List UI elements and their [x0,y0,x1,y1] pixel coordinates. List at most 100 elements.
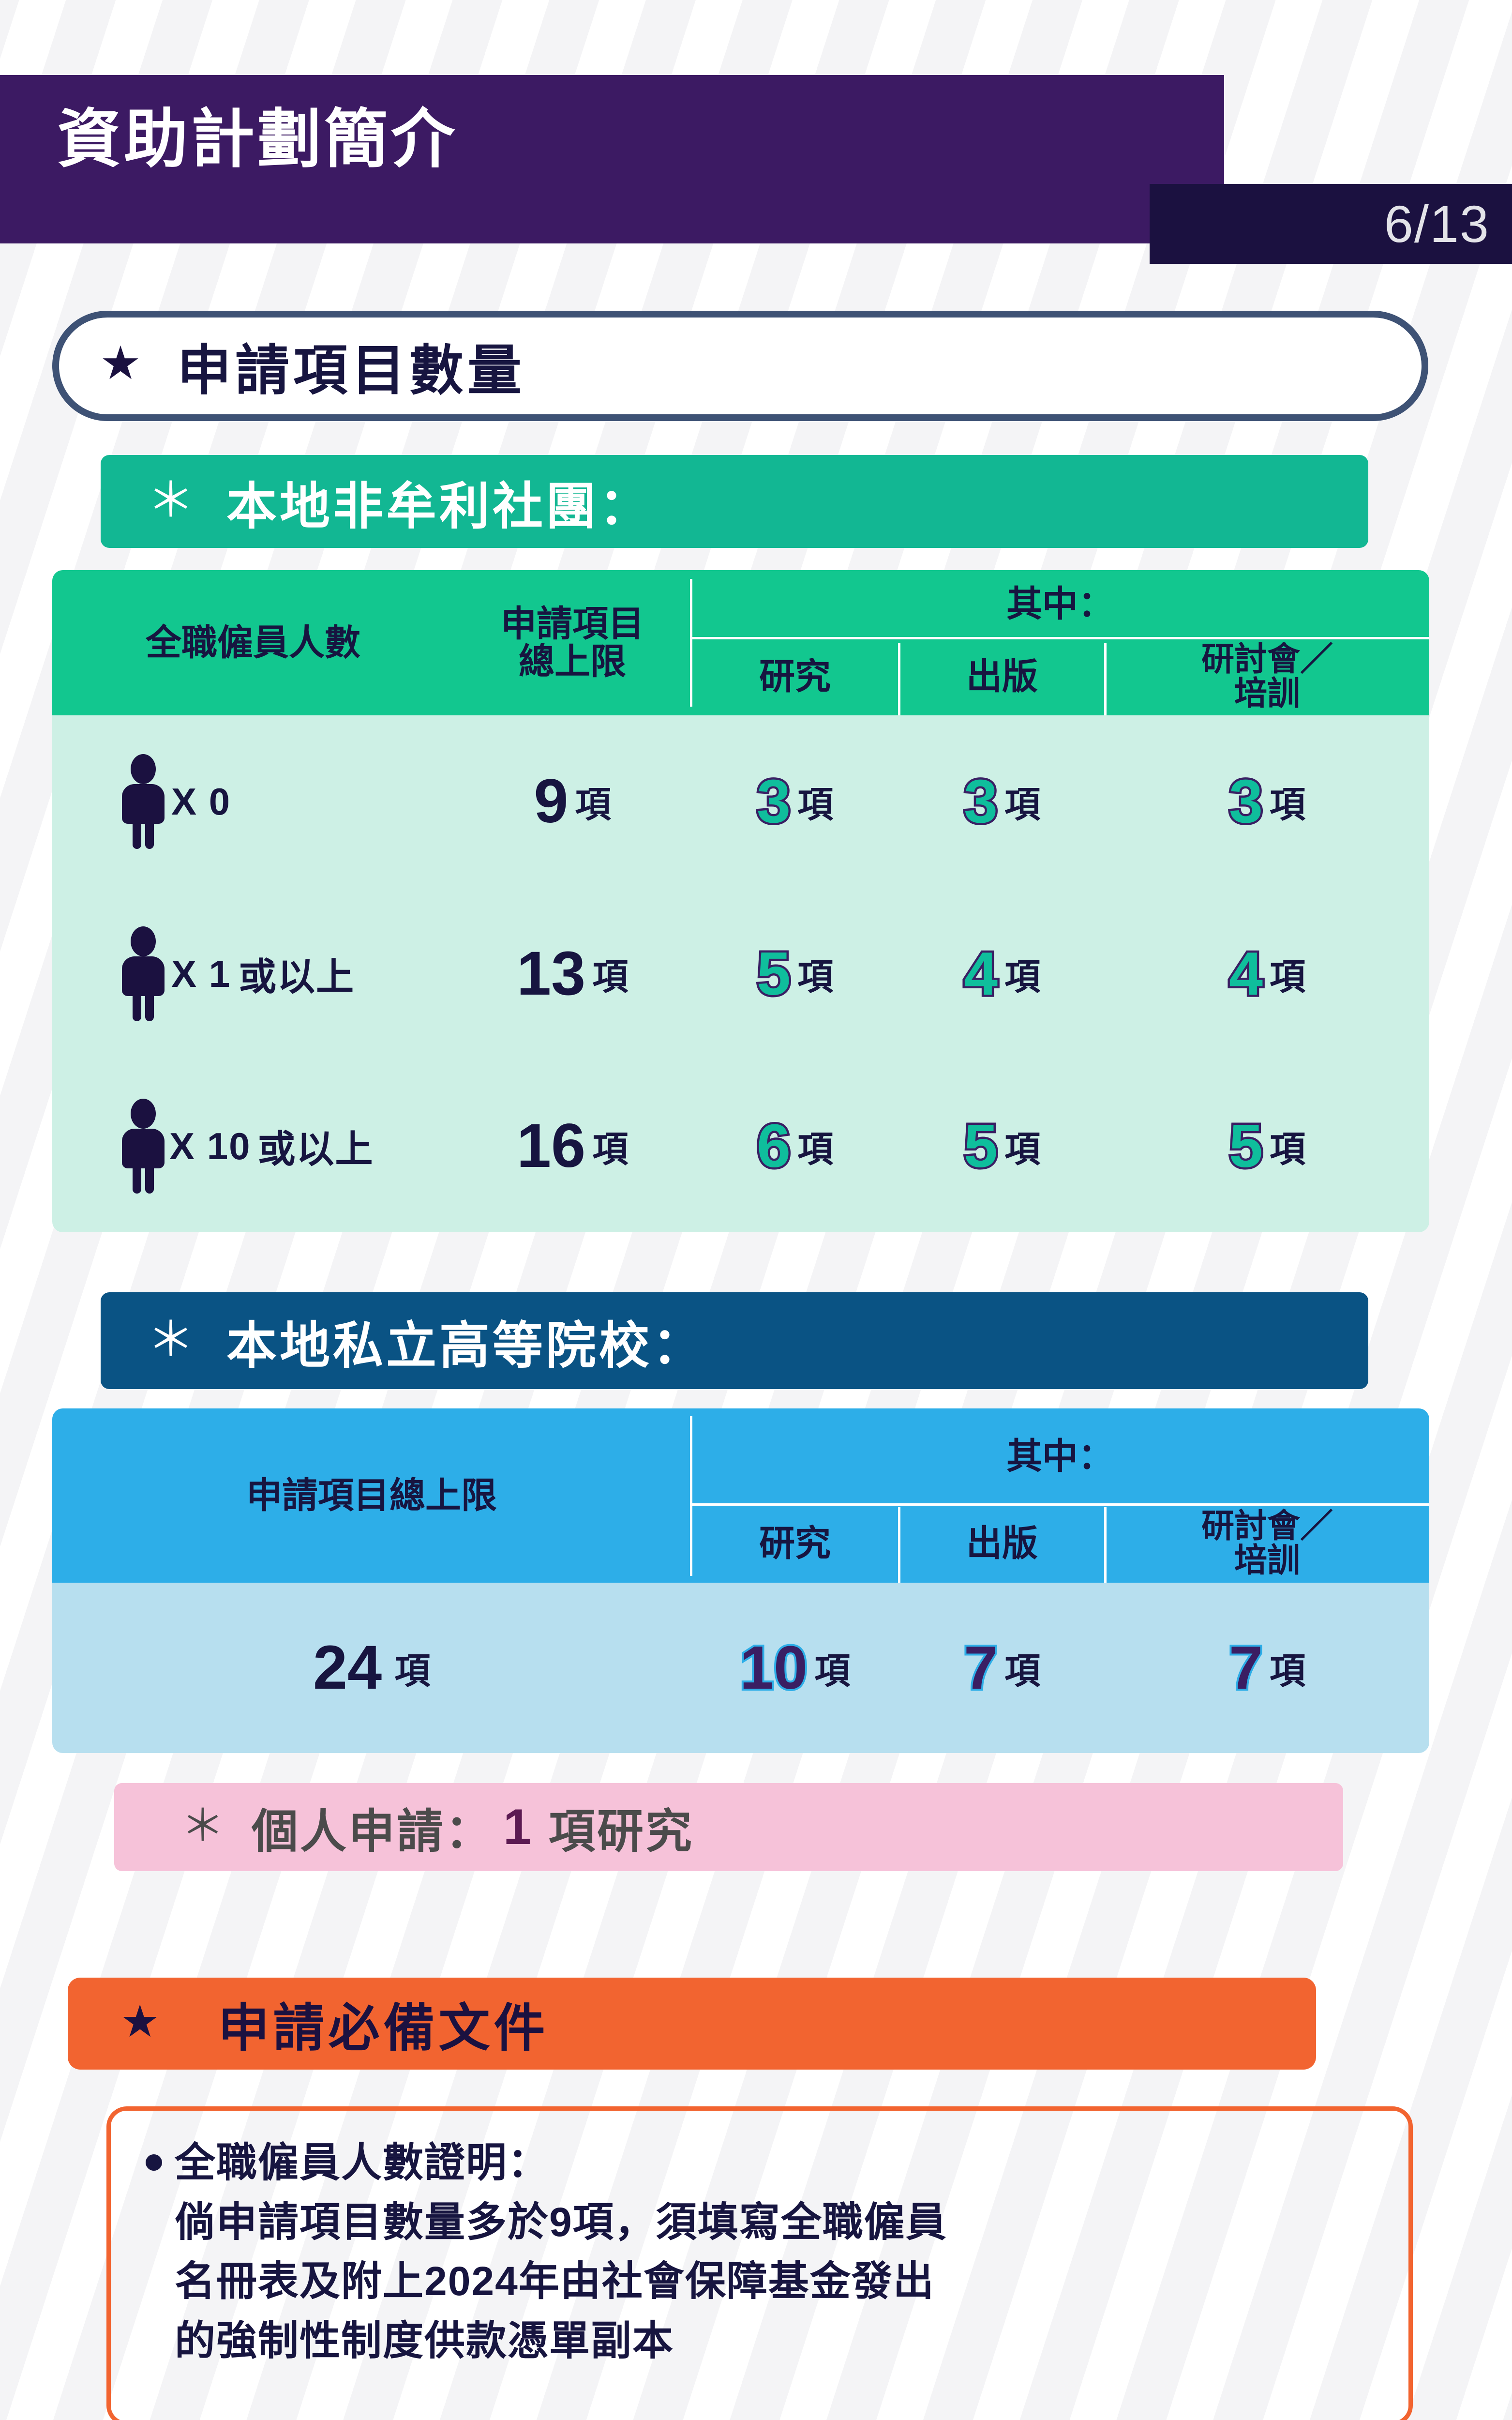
publication-value: 5 [961,1112,1000,1180]
star-icon: ★ [120,1997,160,2046]
page-indicator-text: 6/13 [1384,195,1490,253]
total-cap-value: 9 [534,767,569,836]
individual-application-bar: ＊ 個人申請： 1 項研究 [114,1783,1343,1871]
document-requirement-heading: 全職僱員人數證明： [146,2133,1379,2193]
unit-label: 項 [1270,956,1306,997]
seminar-value: 5 [1227,1112,1265,1180]
person-icon [120,926,166,1021]
section-title-label: 申請必備文件 [218,2000,549,2057]
section-title-application-count: ★ 申請項目數量 [52,311,1428,421]
table-nonprofit: 全職僱員人數 申請項目 總上限 其中： 研究 出版 研討會／ 培訓 [52,570,1429,1232]
section-title-required-documents: ★ 申請必備文件 [68,1978,1316,2070]
seminar-value: 7 [1227,1634,1265,1702]
unit-label: 項 [1270,784,1306,825]
table-divider [691,1503,1429,1506]
unit-label: 項 [1004,1650,1041,1691]
column-header-seminar: 研討會／ 培訓 [1105,638,1429,715]
unit-label: 項 [797,1129,834,1169]
document-requirement-line-text: 倘申請項目數量多於9項，須填寫全職僱員 [175,2199,947,2245]
required-documents-box: 全職僱員人數證明： 倘申請項目數量多於9項，須填寫全職僱員 名冊表及附上2024… [106,2106,1413,2420]
column-header-publication: 出版 [966,1523,1038,1564]
subhead-nonprofit-label: 本地非牟利社團： [226,478,653,535]
column-header-seminar-line2: 培訓 [1234,675,1300,712]
table-row: X 1 或以上 13 項 5 項 4 項 4 項 [52,888,1429,1060]
table-university-body: 24 項 10 項 7 項 7 項 [52,1583,1429,1753]
table-university-header: 申請項目總上限 其中： 研究 出版 研討會／ 培訓 [52,1408,1429,1583]
document-requirement-line: 倘申請項目數量多於9項，須填寫全職僱員 [175,2193,1379,2252]
unit-label: 項 [1270,1129,1306,1169]
column-header-group: 其中： [1006,584,1114,624]
unit-label: 項 [592,1129,629,1169]
column-header-seminar-line1: 研討會／ [1201,640,1333,678]
unit-label: 項 [814,1650,851,1691]
column-header-research: 研究 [759,656,831,697]
unit-label: 項 [1004,956,1041,997]
seminar-value: 4 [1227,939,1265,1008]
page-title: 資助計劃簡介 [57,104,458,175]
section-title-label: 申請項目數量 [177,340,526,401]
table-divider [898,1507,900,1583]
unit-label: 項 [1270,1650,1306,1691]
research-value: 10 [738,1634,809,1702]
total-cap-value: 24 [313,1633,382,1702]
person-icon [120,1099,166,1194]
column-header-total-cap: 申請項目總上限 [246,1475,497,1516]
table-divider [690,579,692,707]
column-header-total-cap: 申請項目 總上限 [454,570,691,715]
research-value: 3 [754,767,793,835]
seminar-value: 3 [1227,767,1265,835]
staff-count-suffix: 或以上 [257,1128,374,1170]
column-header-seminar-line1: 研討會／ [1201,1507,1333,1544]
unit-label: 項 [575,784,611,825]
column-header-seminar: 研討會／ 培訓 [1105,1504,1429,1583]
asterisk-icon: ＊ [147,473,195,527]
table-divider [1104,1507,1107,1583]
individual-suffix: 項研究 [548,1805,694,1858]
column-header-seminar-line2: 培訓 [1234,1542,1300,1579]
unit-label: 項 [797,784,834,825]
individual-label: 個人申請： [252,1805,494,1858]
unit-label: 項 [1004,1129,1041,1169]
unit-label: 項 [592,956,629,997]
research-value: 6 [754,1112,793,1180]
table-row: 24 項 10 項 7 項 7 項 [52,1583,1429,1753]
unit-label: 項 [1004,784,1041,825]
publication-value: 7 [962,1634,1000,1702]
unit-label: 項 [394,1650,431,1691]
person-icon [120,754,166,849]
document-requirement-line: 的強制性制度供款憑單副本 [175,2311,1379,2371]
publication-value: 3 [961,767,1000,835]
header-bar [0,75,1224,243]
bullet-icon [146,2154,162,2171]
table-university: 申請項目總上限 其中： 研究 出版 研討會／ 培訓 24 項 [52,1408,1429,1753]
star-icon: ★ [100,337,142,389]
staff-count-value: X 0 [171,780,231,823]
column-header-total-cap-line1: 申請項目 [501,604,644,644]
table-row: X 0 9 項 3 項 3 項 3 項 [52,715,1429,888]
staff-count-value: X 10 [169,1124,251,1167]
table-nonprofit-body: X 0 9 項 3 項 3 項 3 項 [52,715,1429,1232]
research-value: 5 [754,939,793,1008]
unit-label: 項 [797,956,834,997]
column-header-research: 研究 [759,1523,831,1564]
page-indicator-badge: 6/13 [1150,184,1512,264]
subhead-university-label: 本地私立高等院校： [226,1317,706,1374]
document-requirement-heading-text: 全職僱員人數證明： [175,2140,550,2185]
document-requirement-line: 名冊表及附上2024年由社會保障基金發出 [175,2252,1379,2311]
table-nonprofit-header: 全職僱員人數 申請項目 總上限 其中： 研究 出版 研討會／ 培訓 [52,570,1429,715]
table-divider [898,643,900,715]
staff-count-suffix: 或以上 [239,955,355,998]
individual-value: 1 [503,1799,531,1855]
subhead-university: ＊ 本地私立高等院校： [101,1292,1368,1389]
subhead-nonprofit: ＊ 本地非牟利社團： [101,455,1368,548]
publication-value: 4 [961,939,1000,1008]
document-requirement-line-text: 的強制性制度供款憑單副本 [175,2317,674,2363]
table-divider [690,1416,692,1576]
total-cap-value: 13 [516,939,586,1008]
table-row: X 10 或以上 16 項 6 項 5 項 5 項 [52,1060,1429,1232]
total-cap-value: 16 [516,1111,586,1180]
document-requirement-line-text: 名冊表及附上2024年由社會保障基金發出 [175,2258,935,2304]
column-header-employees: 全職僱員人數 [146,622,360,663]
table-divider [1104,643,1107,715]
